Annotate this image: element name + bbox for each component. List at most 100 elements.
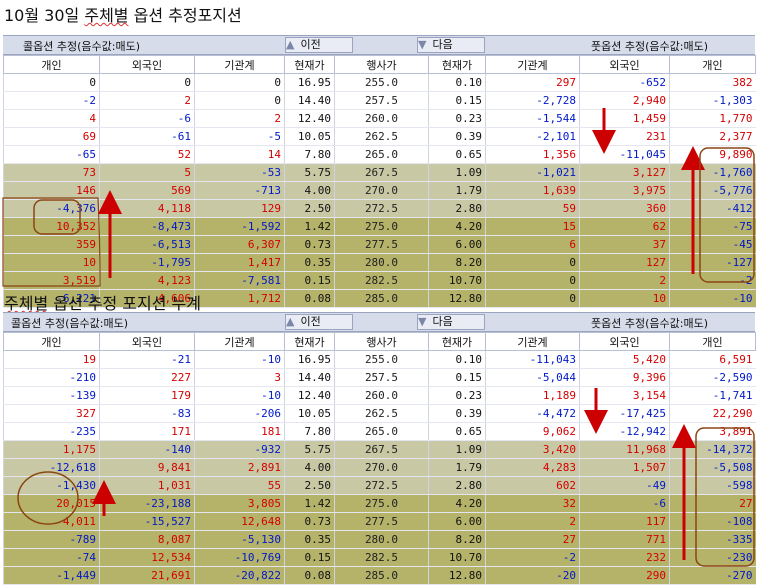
column-header: 기관계	[485, 332, 580, 351]
table-cell: 3,975	[579, 181, 670, 200]
table-cell: 3,805	[194, 494, 285, 513]
table-cell: 10.70	[428, 548, 486, 567]
table-cell: 0.15	[428, 91, 486, 110]
table-cell: 8,087	[99, 530, 195, 549]
table-cell: 2.50	[284, 199, 335, 218]
column-header: 외국인	[579, 55, 670, 74]
table-cell: 179	[99, 386, 195, 405]
column-header: 외국인	[579, 332, 670, 351]
table-cell: -8,473	[99, 217, 195, 236]
panel-header: 콜옵션 추정(음수값:매도) ▲ 이전 ▼ 다음 풋옵션 추정(음수값:매도)	[3, 35, 755, 55]
table-cell: 1.09	[428, 163, 486, 182]
table-cell: 267.5	[334, 163, 429, 182]
table-row[interactable]: 3,519 4,123 -7,581 0.15 282.5 10.70 0 2 -2	[3, 271, 756, 290]
table-cell: -61	[99, 127, 195, 146]
table-row[interactable]: 4 -6 2 12.40 260.0 0.23 -1,544 1,459 1,770	[3, 109, 756, 128]
panel-header: 콜옵션 추정(음수값:매도) ▲ 이전 ▼ 다음 풋옵션 추정(음수값:매도)	[3, 312, 755, 332]
next-button[interactable]: ▼ 다음	[417, 314, 485, 330]
table-cell: -1,449	[3, 566, 100, 585]
table-cell: 262.5	[334, 404, 429, 423]
table-row[interactable]: 10,352 -8,473 -1,592 1.42 275.0 4.20 15 62 -75	[3, 217, 756, 236]
table-cell: 0.39	[428, 404, 486, 423]
prev-button[interactable]: ▲ 이전	[285, 314, 353, 330]
table-cell: -6,513	[99, 235, 195, 254]
position-table-cumulative: 개인 외국인 기관계 현재가 행사가 현재가 기관계 외국인 개인 19 -21 -10 16.95 2…	[3, 332, 756, 585]
table-cell: 359	[3, 235, 100, 254]
table-cell: -11,045	[579, 145, 670, 164]
table-cell: 0.73	[284, 512, 335, 531]
table-row[interactable]: -1,449 21,691 -20,822 0.08 285.0 12.80 -20 290-…	[3, 566, 756, 585]
table-row[interactable]: -210 227 3 14.40 257.5 0.15 -5,044 9,396 -2,590	[3, 368, 756, 387]
column-header: 개인	[669, 55, 756, 74]
table-row[interactable]: 73 5 -53 5.75 267.5 1.09 -1,021 3,127 -1,760	[3, 163, 756, 182]
prev-button[interactable]: ▲ 이전	[285, 37, 353, 53]
table-cell: -2,101	[485, 127, 580, 146]
table-cell: 2,940	[579, 91, 670, 110]
table-cell: 4	[3, 109, 100, 128]
table-row[interactable]: -235 171 181 7.80 265.0 0.65 9,062 -12,942 3,891	[3, 422, 756, 441]
next-button[interactable]: ▼ 다음	[417, 37, 485, 53]
table-cell: 1,712	[194, 289, 285, 308]
put-header-label: 풋옵션 추정(음수값:매도)	[591, 317, 708, 330]
table-row[interactable]: 0 0 0 16.95 255.0 0.10 297 -652 382	[3, 73, 756, 92]
table-cell: 171	[99, 422, 195, 441]
table-cell: 0.35	[284, 253, 335, 272]
table-row[interactable]: -2 2 0 14.40 257.5 0.15 -2,728 2,940 -1,303	[3, 91, 756, 110]
table-cell: 2.80	[428, 199, 486, 218]
table-cell: 382	[669, 73, 756, 92]
table-row[interactable]: -139 179 -10 12.40 260.0 0.23 1,189 3,154 -1,741	[3, 386, 756, 405]
table-cell: 6,307	[194, 235, 285, 254]
table-cell: 12,648	[194, 512, 285, 531]
title2-post: 옵션 추정 포지션 누계	[48, 294, 201, 313]
table-row[interactable]: 1,175 -140 -932 5.75 267.5 1.09 3,420 11,968 -14…	[3, 440, 756, 459]
table-cell: 4.20	[428, 217, 486, 236]
table-row[interactable]: 10 -1,795 1,417 0.35 280.0 8.20 0 127 -127	[3, 253, 756, 272]
title1-pre: 10월 30일	[4, 6, 85, 25]
table-cell: 275.0	[334, 494, 429, 513]
column-header: 기관계	[485, 55, 580, 74]
table-cell: 265.0	[334, 145, 429, 164]
table-cell: 5,420	[579, 350, 670, 369]
table-cell: 3,519	[3, 271, 100, 290]
table-cell: -20	[485, 566, 580, 585]
table-row[interactable]: 327 -83 -206 10.05 262.5 0.39 -4,472 -17,425 22,…	[3, 404, 756, 423]
table-cell: 4,118	[99, 199, 195, 218]
title1-post: 옵션 추정포지션	[128, 6, 242, 25]
table-cell: 8.20	[428, 530, 486, 549]
triangle-up-icon: ▲	[286, 315, 295, 328]
table-cell: 602	[485, 476, 580, 495]
table-cell: 267.5	[334, 440, 429, 459]
table-row[interactable]: 69 -61 -5 10.05 262.5 0.39 -2,101 231 2,377	[3, 127, 756, 146]
table-cell: 127	[579, 253, 670, 272]
table-cell: -5,044	[485, 368, 580, 387]
table-row[interactable]: -65 52 14 7.80 265.0 0.65 1,356 -11,045 9,890	[3, 145, 756, 164]
table-row[interactable]: -789 8,087 -5,130 0.35 280.0 8.20 27 771 -335	[3, 530, 756, 549]
table-row[interactable]: 4,011 -15,527 12,648 0.73 277.5 6.00 2 117 -108	[3, 512, 756, 531]
table-cell: 6.00	[428, 235, 486, 254]
table-row[interactable]: 359 -6,513 6,307 0.73 277.5 6.00 6 37 -45	[3, 235, 756, 254]
table-row[interactable]: -74 12,534 -10,769 0.15 282.5 10.70 -2 232 -230	[3, 548, 756, 567]
column-header: 행사가	[334, 55, 429, 74]
table-cell: 2	[579, 271, 670, 290]
table-cell: 21,691	[99, 566, 195, 585]
table-row[interactable]: -12,618 9,841 2,891 4.00 270.0 1.79 4,283 1,507…	[3, 458, 756, 477]
table-cell: -2,590	[669, 368, 756, 387]
table-row[interactable]: -1,430 1,031 55 2.50 272.5 2.80 602 -49 -598	[3, 476, 756, 495]
table-cell: -11,043	[485, 350, 580, 369]
put-header-label: 풋옵션 추정(음수값:매도)	[591, 40, 708, 53]
table-cell: 16.95	[284, 73, 335, 92]
table-cell: 1,189	[485, 386, 580, 405]
table-row[interactable]: 19 -21 -10 16.95 255.0 0.10 -11,043 5,420 6,591	[3, 350, 756, 369]
table-cell: 6.00	[428, 512, 486, 531]
table-cell: 1.79	[428, 181, 486, 200]
table-row[interactable]: 20,015 -23,188 3,805 1.42 275.0 4.20 32 -6 27	[3, 494, 756, 513]
table-cell: 1,770	[669, 109, 756, 128]
table-cell: 0.65	[428, 422, 486, 441]
table-row[interactable]: -6,221 4,606 1,712 0.08 285.0 12.80 0 10 -10	[3, 289, 756, 308]
table-cell: 55	[194, 476, 285, 495]
table-cell: 569	[99, 181, 195, 200]
table-cell: -335	[669, 530, 756, 549]
table-row[interactable]: 146 569 -713 4.00 270.0 1.79 1,639 3,975 -5,776	[3, 181, 756, 200]
table-cell: 9,890	[669, 145, 756, 164]
table-row[interactable]: -4,376 4,118 129 2.50 272.5 2.80 59 360 -412	[3, 199, 756, 218]
